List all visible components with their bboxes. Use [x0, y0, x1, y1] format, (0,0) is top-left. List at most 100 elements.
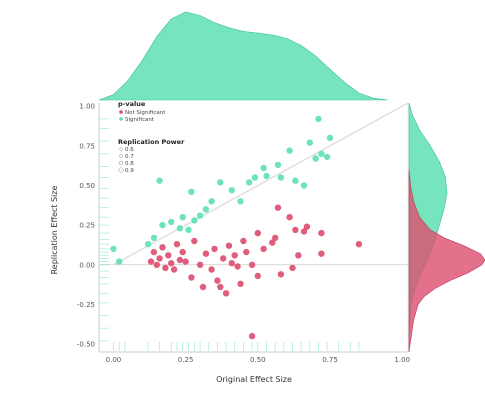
- point-not-significant: [170, 266, 178, 273]
- legend-power-label-3: 0.8: [125, 161, 134, 167]
- point-not-significant: [260, 245, 267, 253]
- point-not-significant: [147, 258, 155, 265]
- point-not-significant: [300, 228, 308, 235]
- point-significant: [315, 115, 322, 123]
- point-not-significant: [272, 234, 279, 241]
- point-significant: [188, 188, 195, 195]
- point-not-significant: [188, 274, 195, 281]
- legend-pvalue-title: p-value: [118, 100, 146, 108]
- point-significant: [217, 179, 224, 186]
- point-not-significant: [240, 237, 247, 245]
- point-significant: [185, 226, 192, 234]
- point-significant: [228, 187, 235, 194]
- identity-line-segment: [113, 102, 409, 266]
- point-significant: [318, 150, 325, 157]
- point-significant: [312, 155, 319, 162]
- point-not-significant: [222, 290, 230, 297]
- point-significant: [116, 258, 123, 265]
- point-not-significant: [248, 261, 256, 268]
- point-not-significant: [231, 252, 238, 259]
- x-axis-label: Original Effect Size: [216, 375, 292, 384]
- point-significant: [196, 212, 204, 219]
- point-significant: [208, 198, 215, 205]
- point-not-significant: [274, 204, 282, 211]
- point-significant: [246, 179, 253, 186]
- point-significant: [286, 147, 293, 154]
- point-not-significant: [295, 252, 302, 259]
- point-not-significant: [196, 261, 204, 268]
- point-significant: [274, 161, 282, 169]
- point-not-significant: [318, 229, 325, 237]
- point-significant: [191, 217, 198, 224]
- x-tick-label: 1.00: [394, 356, 410, 364]
- point-significant: [159, 221, 166, 229]
- point-not-significant: [254, 272, 261, 280]
- point-not-significant: [199, 283, 207, 291]
- y-tick-label: -0.50: [77, 341, 95, 349]
- point-not-significant: [217, 283, 224, 291]
- point-not-significant: [191, 237, 198, 245]
- point-significant: [260, 164, 267, 172]
- legend-significant-swatch: [119, 117, 123, 121]
- right-density-panel: [408, 102, 485, 353]
- point-significant: [263, 172, 270, 180]
- point-not-significant: [286, 214, 293, 221]
- point-not-significant: [225, 242, 233, 249]
- point-significant: [292, 177, 299, 184]
- point-not-significant: [243, 248, 250, 256]
- x-axis-ticks: 0.00 0.25 0.50 0.75 1.00: [106, 356, 410, 364]
- point-not-significant: [165, 252, 172, 259]
- rug-marks: [100, 118, 360, 351]
- point-not-significant: [269, 239, 276, 246]
- point-not-significant: [173, 241, 181, 248]
- legend-power-swatch-4: [118, 167, 124, 173]
- y-tick-label: 1.00: [79, 103, 95, 111]
- right-density-not-significant: [408, 169, 485, 353]
- point-not-significant: [289, 264, 296, 272]
- legend-power-swatch-2: [119, 154, 123, 158]
- plot-area: [98, 103, 409, 353]
- x-tick-label: 0.00: [106, 356, 122, 364]
- y-tick-label: 0.25: [79, 222, 95, 230]
- point-significant: [277, 174, 285, 181]
- point-not-significant: [162, 264, 169, 272]
- point-not-significant: [168, 260, 175, 267]
- point-not-significant: [156, 255, 163, 262]
- y-axis-label: Replication Effect Size: [50, 186, 59, 275]
- scatter-points: [110, 115, 363, 340]
- point-significant: [110, 245, 117, 253]
- point-significant: [179, 214, 186, 221]
- point-not-significant: [153, 261, 160, 268]
- point-not-significant: [150, 248, 158, 256]
- y-tick-label: 0.00: [79, 261, 95, 269]
- legend-power-swatch-3: [118, 160, 124, 166]
- point-not-significant: [303, 223, 311, 230]
- legend-not-significant-swatch: [119, 110, 123, 114]
- legend-power-label-1: 0.6: [125, 147, 134, 153]
- point-significant: [323, 153, 331, 161]
- point-not-significant: [159, 244, 166, 251]
- legend-not-significant-label: Not Significant: [125, 110, 166, 116]
- point-significant: [150, 234, 158, 241]
- point-not-significant: [254, 229, 261, 237]
- point-not-significant: [237, 280, 244, 287]
- point-not-significant: [211, 245, 218, 253]
- point-significant: [144, 241, 152, 248]
- point-not-significant: [202, 250, 210, 257]
- point-significant: [202, 206, 210, 213]
- y-axis-ticks: -0.50 -0.25 0.00 0.25 0.50 0.75 1.00: [77, 103, 95, 349]
- y-tick-label: 0.75: [79, 142, 95, 150]
- point-not-significant: [277, 271, 285, 278]
- legend: p-value Not Significant Significant Repl…: [118, 100, 185, 174]
- legend-significant-label: Significant: [125, 117, 155, 123]
- point-not-significant: [234, 263, 241, 270]
- point-significant: [326, 134, 334, 142]
- point-not-significant: [176, 256, 184, 264]
- top-density-panel: [98, 11, 388, 101]
- point-not-significant: [182, 258, 189, 265]
- point-not-significant: [214, 277, 221, 284]
- top-density-significant: [98, 11, 388, 101]
- y-tick-label: 0.50: [79, 182, 95, 190]
- legend-power-swatch-1: [119, 147, 123, 151]
